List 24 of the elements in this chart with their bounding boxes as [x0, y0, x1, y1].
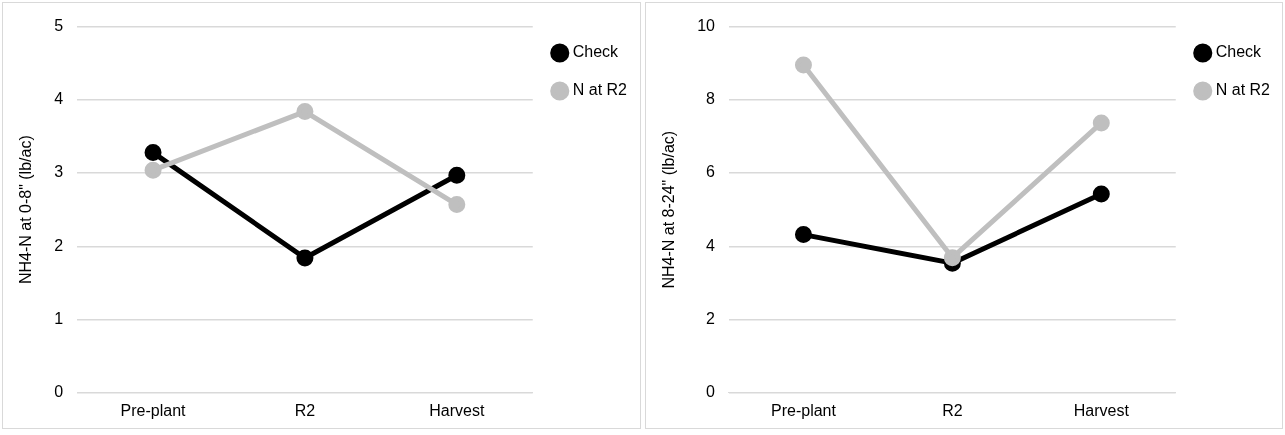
- x-tick-label: Harvest: [1073, 401, 1129, 419]
- y-tick-label: 10: [696, 17, 715, 35]
- y-axis-title: NH4-N at 8-24" (lb/ac): [659, 130, 677, 289]
- y-tick-label: 4: [705, 236, 715, 254]
- y-tick-label: 8: [705, 90, 715, 108]
- x-tick-label: Harvest: [429, 401, 485, 419]
- legend-label: Check: [572, 43, 620, 61]
- x-tick-label: R2: [294, 401, 316, 419]
- legend-label: Check: [1215, 43, 1262, 61]
- legend-label: N at R2: [1215, 81, 1270, 99]
- x-tick-label: Pre-plant: [770, 401, 836, 419]
- y-tick-label: 1: [54, 309, 64, 327]
- y-tick-label: 5: [54, 17, 64, 35]
- y-tick-label: 6: [705, 163, 715, 181]
- y-axis-title: NH4-N at 0-8" (lb/ac): [17, 135, 35, 285]
- y-tick-label: 0: [54, 383, 64, 401]
- y-tick-label: 2: [54, 236, 64, 254]
- y-tick-label: 2: [705, 309, 715, 327]
- y-tick-label: 4: [54, 90, 64, 108]
- x-tick-label: R2: [941, 401, 963, 419]
- y-tick-label: 3: [54, 163, 64, 181]
- legend-label: N at R2: [572, 81, 628, 99]
- x-tick-label: Pre-plant: [120, 401, 187, 419]
- y-tick-label: 0: [705, 383, 715, 401]
